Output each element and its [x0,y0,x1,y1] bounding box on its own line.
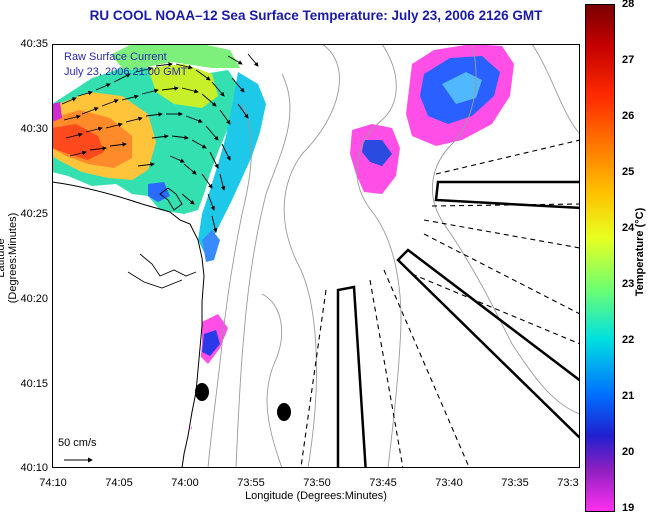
colorbar-tick: 21 [622,390,635,402]
x-tick-label: 73:3 [557,477,579,489]
colorbar [585,4,615,512]
scale-bar-label: 50 cm/s [58,437,97,449]
x-tick-label: 74:05 [105,477,133,489]
y-axis-label: Latitude (Degrees:Minutes) [0,212,19,304]
colorbar-tick: 26 [622,110,635,122]
map-title: RU COOL NOAA–12 Sea Surface Temperature:… [89,8,543,23]
annotation-line-1: Raw Surface Current [64,51,167,63]
y-tick-label: 40:15 [20,378,48,390]
colorbar-label: Temperature (°C) [634,207,646,297]
x-tick-label: 74:00 [171,477,199,489]
y-tick-label: 40:20 [20,293,48,305]
y-tick-label: 40:25 [20,208,48,220]
colorbar-tick: 20 [622,446,635,458]
sst-field [52,44,514,440]
x-tick-label: 74:10 [39,477,67,489]
colorbar-tick: 24 [622,222,635,234]
x-tick-label: 73:35 [501,477,529,489]
colorbar-tick: 22 [622,334,635,346]
colorbar-tick: 28 [622,0,635,10]
x-tick-label: 73:55 [237,477,265,489]
coastline [52,181,205,468]
current-vectors [61,53,259,233]
bathymetry-contours [207,44,580,468]
sst-map [52,44,580,468]
current-annotation: Raw Surface Current July 23, 2006 21:00 … [64,50,188,80]
station-marker [195,383,209,401]
station-marker [277,403,291,421]
colorbar-tick: 19 [622,502,635,514]
y-tick-label: 40:10 [20,462,48,474]
y-tick-label: 40:35 [20,38,48,50]
colorbar-tick: 25 [622,166,635,178]
y-tick-label: 40:30 [20,123,48,135]
shipping-lanes [300,139,580,468]
x-axis-label: Longitude (Degrees:Minutes) [245,490,387,502]
annotation-line-2: July 23, 2006 21:00 GMT [64,66,188,78]
colorbar-tick: 27 [622,54,635,66]
land-mass [52,44,204,468]
x-tick-label: 73:50 [303,477,331,489]
x-tick-label: 73:40 [435,477,463,489]
colorbar-tick: 23 [622,278,635,290]
x-tick-label: 73:45 [369,477,397,489]
